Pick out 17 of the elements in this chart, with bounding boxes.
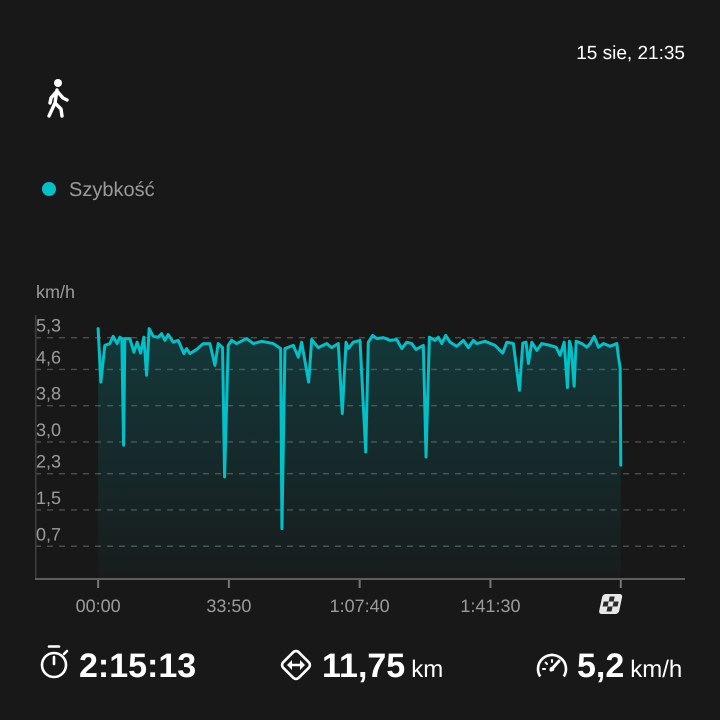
legend-label: Szybkość (69, 179, 155, 201)
x-tick-label: 00:00 (76, 596, 121, 616)
y-axis-title: km/h (36, 282, 76, 302)
y-tick-label: 3,0 (36, 420, 62, 440)
x-tick-label: 33:50 (206, 596, 252, 616)
text: 11,75 km (322, 647, 444, 685)
y-tick-label: 1,5 (36, 488, 62, 508)
x-tick-label: 1:07:40 (330, 596, 390, 616)
y-tick-label: 3,8 (36, 384, 62, 404)
x-tick-label: 1:41:30 (460, 596, 520, 616)
text: 2:15:13 (79, 647, 196, 685)
y-tick-label: 4,6 (36, 347, 62, 368)
text: 5,2 km/h (577, 647, 682, 685)
y-tick-label: 5,3 (36, 316, 62, 336)
y-tick-label: 0,7 (36, 524, 62, 544)
y-tick-label: 2,3 (36, 452, 62, 472)
chart-subtitle: 15 sie, 21:35 (576, 43, 685, 64)
